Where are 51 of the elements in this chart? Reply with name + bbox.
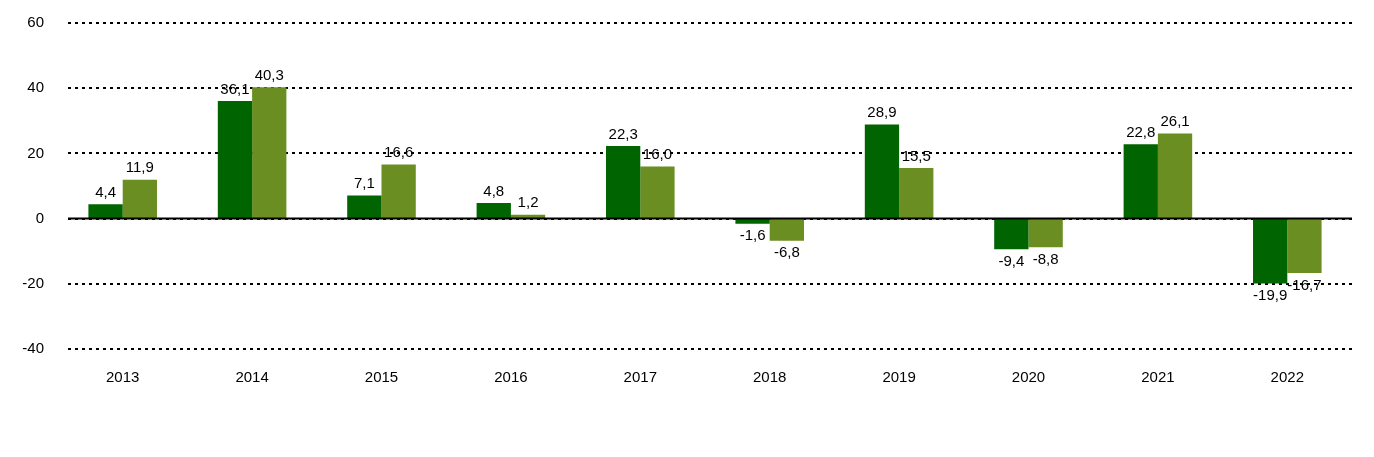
bar xyxy=(217,100,253,219)
data-label: 15,5 xyxy=(901,146,931,164)
data-label: -6,8 xyxy=(773,243,800,261)
x-tick-label: 2018 xyxy=(753,368,787,386)
bar xyxy=(122,179,157,219)
data-label: 4,4 xyxy=(95,182,116,200)
data-label: 4,8 xyxy=(483,181,505,199)
data-label: -16,7 xyxy=(1287,275,1322,293)
bar xyxy=(769,218,804,241)
x-tick-label: 2021 xyxy=(1141,368,1175,386)
bar xyxy=(899,168,934,219)
data-label: -8,8 xyxy=(1032,249,1059,267)
bar xyxy=(347,195,382,219)
data-label: -9,4 xyxy=(998,251,1025,269)
y-tick-label: -20 xyxy=(22,273,44,291)
x-tick-label: 2014 xyxy=(235,368,269,386)
x-tick-label: 2022 xyxy=(1270,368,1304,386)
x-tick-label: 2015 xyxy=(364,368,399,386)
data-label: 1,2 xyxy=(517,193,539,211)
bar xyxy=(606,145,641,219)
data-label: 7,1 xyxy=(353,174,375,192)
data-label: -19,9 xyxy=(1253,286,1288,304)
data-label: 22,8 xyxy=(1126,122,1156,140)
bar xyxy=(1157,133,1193,219)
bar xyxy=(381,164,416,219)
bar xyxy=(994,218,1029,250)
data-label: 40,3 xyxy=(254,65,284,83)
bar xyxy=(1253,218,1288,284)
y-tick-label: 20 xyxy=(27,143,44,161)
x-tick-label: 2019 xyxy=(882,368,916,386)
data-label: -1,6 xyxy=(739,226,766,244)
bar xyxy=(864,124,900,219)
x-tick-label: 2020 xyxy=(1011,368,1046,386)
y-tick-label: -40 xyxy=(22,339,44,357)
data-label: 22,3 xyxy=(608,124,638,142)
x-tick-label: 2013 xyxy=(106,368,140,386)
bar xyxy=(252,87,287,219)
y-tick-label: 0 xyxy=(35,208,44,226)
bar xyxy=(88,204,123,219)
bar xyxy=(1287,218,1322,274)
y-tick-label: 40 xyxy=(27,78,44,96)
x-tick-label: 2016 xyxy=(494,368,528,386)
data-label: 28,9 xyxy=(867,103,897,121)
bar xyxy=(1028,218,1063,248)
y-tick-label: 60 xyxy=(27,13,44,31)
bar xyxy=(476,202,511,219)
bar xyxy=(1123,144,1158,219)
data-label: 11,9 xyxy=(125,158,154,176)
data-label: 26,1 xyxy=(1160,112,1190,130)
x-tick-label: 2017 xyxy=(623,368,657,386)
bar xyxy=(640,166,675,219)
